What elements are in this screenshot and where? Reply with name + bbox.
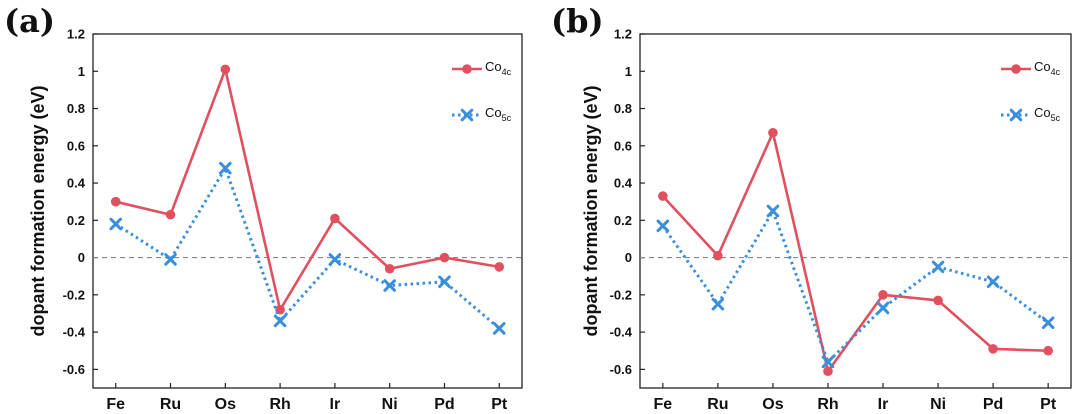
- data-point-co4c: [988, 344, 998, 354]
- legend-label-subscript: 5c: [502, 113, 512, 123]
- y-tick-label: 0.6: [67, 138, 85, 153]
- legend-label-subscript: 4c: [1051, 67, 1061, 77]
- legend-label-base: Co: [485, 59, 502, 74]
- data-point-co5c: [219, 161, 232, 175]
- y-tick-label: 0.4: [67, 176, 86, 191]
- legend-marker-co4c: [1011, 64, 1021, 74]
- y-tick-label: -0.4: [63, 325, 86, 340]
- legend-label-base: Co: [485, 105, 502, 120]
- legend-marker-co4c: [462, 64, 472, 74]
- y-tick-label: 0.2: [67, 213, 85, 228]
- y-tick-label: 0.8: [614, 101, 632, 116]
- data-point-co5c: [109, 217, 123, 231]
- data-point-co4c: [658, 191, 668, 201]
- y-axis-label: dopant formation energy (eV): [581, 85, 601, 336]
- data-point-co5c: [164, 253, 177, 266]
- data-point-co4c: [439, 252, 450, 263]
- x-tick-label: Ir: [330, 396, 341, 413]
- legend-label-co5c: Co5c: [1034, 105, 1061, 123]
- y-axis-label: dopant formation energy (eV): [28, 85, 48, 336]
- y-tick-label: 0.8: [67, 101, 85, 116]
- series-line-co5c: [661, 207, 1050, 365]
- x-tick-label: Ru: [707, 396, 728, 413]
- legend-label-subscript: 5c: [1051, 113, 1061, 123]
- data-point-co5c: [876, 301, 890, 315]
- data-point-co5c: [711, 297, 725, 311]
- y-tick-label: -0.6: [63, 362, 85, 377]
- x-tick-label: Pt: [491, 396, 508, 413]
- y-tick-label: 0.2: [614, 213, 632, 228]
- y-tick-label: 0: [625, 250, 632, 265]
- y-tick-label: 0: [78, 250, 85, 265]
- x-tick-label: Fe: [654, 396, 673, 413]
- x-tick-label: Ni: [930, 396, 946, 413]
- legend-label-base: Co: [1034, 59, 1051, 74]
- legend-marker-co5c: [1009, 108, 1023, 122]
- x-tick-label: Pd: [983, 396, 1003, 413]
- x-tick-label: Rh: [817, 396, 838, 413]
- data-point-co4c: [933, 295, 943, 306]
- series-line-co4c: [115, 64, 500, 314]
- data-point-co5c: [273, 314, 287, 328]
- y-tick-label: 1.2: [67, 27, 85, 42]
- y-tick-label: 1.2: [614, 27, 632, 42]
- panel-label: (b): [551, 2, 604, 40]
- legend-label-co4c: Co4c: [1034, 59, 1061, 77]
- data-point-co4c: [768, 127, 778, 138]
- data-point-co5c: [931, 260, 945, 274]
- data-point-co5c: [438, 275, 451, 289]
- y-tick-label: 0.6: [614, 138, 632, 153]
- x-tick-label: Fe: [106, 396, 125, 413]
- x-tick-label: Ir: [878, 396, 889, 413]
- data-point-co5c: [1041, 316, 1055, 330]
- y-tick-label: -0.6: [610, 362, 632, 377]
- data-point-co5c: [821, 355, 835, 369]
- x-tick-label: Os: [215, 396, 236, 413]
- x-tick-label: Rh: [269, 396, 290, 413]
- data-point-co5c: [656, 219, 670, 233]
- data-point-co5c: [986, 275, 1000, 289]
- data-point-co5c: [766, 204, 780, 218]
- y-tick-label: -0.2: [63, 287, 85, 302]
- legend-label-co5c: Co5c: [485, 105, 512, 123]
- chart-panel-a: (a) dopant formation energy (eV) 1.2 1 0.8 0.…: [4, 2, 523, 413]
- legend-marker-co5c: [460, 108, 474, 122]
- y-tick-label: 1: [625, 64, 632, 79]
- plot-frame: [92, 33, 523, 389]
- legend-label-base: Co: [1034, 105, 1051, 120]
- x-tick-label: Pd: [434, 396, 454, 413]
- series-line-co5c: [114, 164, 501, 330]
- legend-label-subscript: 4c: [502, 67, 512, 77]
- x-tick-label: Ni: [382, 396, 398, 413]
- chart-panel-b: (b) dopant formation energy (eV) 1.2 1 0.8 0.…: [551, 2, 1072, 413]
- data-point-co5c: [492, 322, 506, 335]
- y-tick-label: -0.4: [610, 325, 633, 340]
- data-point-co4c: [384, 263, 395, 274]
- data-point-co4c: [330, 213, 340, 224]
- x-tick-label: Os: [762, 396, 783, 413]
- plot-frame: [639, 33, 1072, 389]
- data-point-co4c: [220, 64, 231, 75]
- y-tick-label: 0.4: [614, 176, 633, 191]
- x-tick-label: Ru: [160, 396, 181, 413]
- y-tick-label: 1: [78, 64, 85, 79]
- data-point-co4c: [1043, 345, 1053, 356]
- data-point-co4c: [110, 196, 121, 207]
- data-point-co4c: [878, 290, 888, 300]
- panel-label: (a): [4, 2, 55, 40]
- data-point-co5c: [383, 279, 396, 292]
- data-point-co4c: [494, 262, 505, 272]
- x-tick-label: Pt: [1040, 396, 1057, 413]
- data-point-co4c: [713, 250, 723, 261]
- data-point-co5c: [328, 253, 342, 266]
- data-point-co4c: [823, 366, 833, 377]
- data-point-co4c: [165, 209, 176, 220]
- legend-label-co4c: Co4c: [485, 59, 512, 77]
- y-tick-label: -0.2: [610, 287, 632, 302]
